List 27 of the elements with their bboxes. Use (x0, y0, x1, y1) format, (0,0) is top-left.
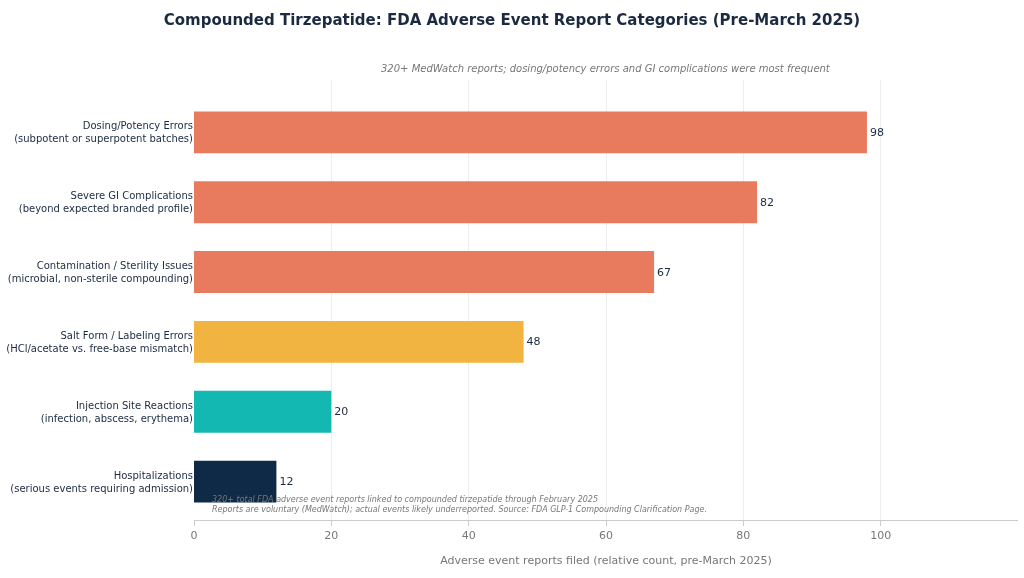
data-label: 98 (869, 125, 884, 139)
data-label: 48 (526, 335, 541, 349)
y-tick-label: Severe GI Complications (beyond expected branded profile) (18, 190, 194, 215)
bar (194, 390, 332, 433)
bar (194, 251, 655, 294)
data-label: 82 (760, 195, 775, 209)
x-axis-title: Adverse event reports filed (relative count, pre-March 2025) (440, 554, 772, 568)
x-tick-label: 100 (870, 529, 892, 543)
chart-subtitle: 320+ MedWatch reports; dosing/potency errors and GI complications were most frequent (381, 63, 831, 74)
x-tick-label: 80 (736, 529, 751, 543)
bar (194, 181, 758, 224)
y-tick-label: Hospitalizations (serious events requiring admission) (10, 469, 194, 494)
x-tick-label: 0 (190, 529, 198, 543)
y-tick-label: Injection Site Reactions (infection, abscess, erythema) (40, 399, 194, 424)
chart-title: Compounded Tirzepatide: FDA Adverse Event Report Categories (Pre-March 2025) (163, 10, 861, 29)
x-tick-label: 60 (599, 529, 613, 543)
y-tick-label: Dosing/Potency Errors (subpotent or superpotent batches) (14, 120, 194, 145)
bar (194, 320, 524, 363)
data-label: 12 (279, 475, 294, 489)
data-label: 67 (657, 265, 672, 279)
y-tick-label: Salt Form / Labeling Errors (HCl/acetate vs. free-base mismatch) (6, 329, 194, 354)
data-label: 20 (334, 405, 349, 419)
bar (194, 460, 277, 503)
x-tick-label: 40 (461, 529, 476, 543)
bar (194, 111, 867, 154)
x-tick-label: 20 (324, 529, 339, 543)
y-tick-label: Contamination / Sterility Issues (microbial, non-sterile compounding) (7, 260, 194, 285)
